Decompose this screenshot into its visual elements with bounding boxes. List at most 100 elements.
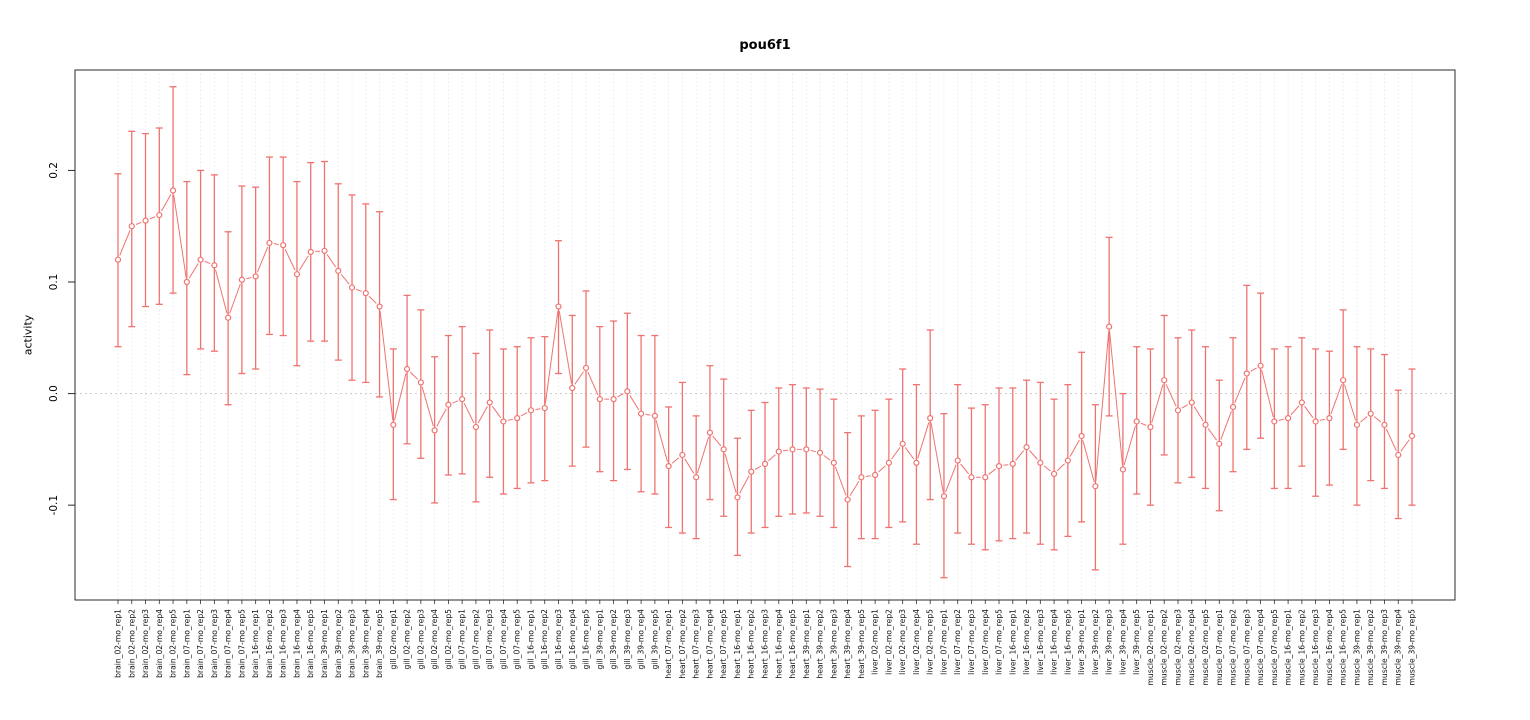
- svg-text:gill_16-mo_rep3: gill_16-mo_rep3: [554, 609, 563, 670]
- svg-text:gill_16-mo_rep2: gill_16-mo_rep2: [540, 609, 549, 670]
- svg-text:liver_16-mo_rep1: liver_16-mo_rep1: [1008, 609, 1017, 675]
- svg-text:liver_02-mo_rep1: liver_02-mo_rep1: [871, 609, 880, 675]
- svg-text:gill_07-mo_rep2: gill_07-mo_rep2: [471, 609, 480, 670]
- svg-text:heart_39-mo_rep1: heart_39-mo_rep1: [802, 609, 811, 679]
- svg-text:muscle_07-mo_rep5: muscle_07-mo_rep5: [1270, 609, 1279, 686]
- svg-text:heart_39-mo_rep4: heart_39-mo_rep4: [843, 609, 852, 679]
- svg-text:brain_39-mo_rep3: brain_39-mo_rep3: [348, 609, 357, 678]
- svg-text:muscle_16-mo_rep3: muscle_16-mo_rep3: [1311, 609, 1320, 686]
- svg-text:brain_39-mo_rep1: brain_39-mo_rep1: [320, 609, 329, 678]
- svg-text:muscle_16-mo_rep5: muscle_16-mo_rep5: [1339, 609, 1348, 686]
- svg-text:gill_16-mo_rep4: gill_16-mo_rep4: [568, 609, 577, 670]
- svg-text:heart_16-mo_rep1: heart_16-mo_rep1: [733, 609, 742, 679]
- svg-text:0.1: 0.1: [48, 274, 60, 291]
- svg-text:gill_39-mo_rep2: gill_39-mo_rep2: [609, 609, 618, 670]
- svg-text:gill_39-mo_rep3: gill_39-mo_rep3: [623, 609, 632, 670]
- svg-text:-0.1: -0.1: [48, 495, 60, 516]
- svg-text:muscle_02-mo_rep1: muscle_02-mo_rep1: [1146, 609, 1155, 686]
- svg-text:brain_07-mo_rep3: brain_07-mo_rep3: [210, 609, 219, 678]
- svg-text:gill_07-mo_rep3: gill_07-mo_rep3: [485, 609, 494, 670]
- svg-text:muscle_39-mo_rep4: muscle_39-mo_rep4: [1394, 609, 1403, 686]
- svg-text:gill_02-mo_rep4: gill_02-mo_rep4: [430, 609, 439, 670]
- svg-text:heart_07-mo_rep4: heart_07-mo_rep4: [705, 609, 714, 679]
- svg-text:muscle_02-mo_rep5: muscle_02-mo_rep5: [1201, 609, 1210, 686]
- svg-text:liver_02-mo_rep3: liver_02-mo_rep3: [898, 609, 907, 675]
- svg-text:gill_39-mo_rep5: gill_39-mo_rep5: [650, 609, 659, 670]
- svg-text:heart_07-mo_rep3: heart_07-mo_rep3: [692, 609, 701, 679]
- svg-text:muscle_07-mo_rep2: muscle_07-mo_rep2: [1229, 609, 1238, 686]
- svg-text:brain_39-mo_rep2: brain_39-mo_rep2: [334, 609, 343, 678]
- svg-text:muscle_07-mo_rep3: muscle_07-mo_rep3: [1242, 609, 1251, 686]
- svg-text:heart_39-mo_rep2: heart_39-mo_rep2: [816, 609, 825, 679]
- svg-text:liver_07-mo_rep2: liver_07-mo_rep2: [953, 609, 962, 675]
- svg-text:liver_07-mo_rep1: liver_07-mo_rep1: [939, 609, 948, 675]
- svg-text:heart_07-mo_rep5: heart_07-mo_rep5: [719, 609, 728, 679]
- svg-text:brain_07-mo_rep5: brain_07-mo_rep5: [237, 609, 246, 678]
- svg-text:0.2: 0.2: [48, 162, 60, 179]
- svg-text:heart_16-mo_rep4: heart_16-mo_rep4: [774, 609, 783, 679]
- svg-text:liver_16-mo_rep4: liver_16-mo_rep4: [1050, 609, 1059, 675]
- svg-text:brain_16-mo_rep4: brain_16-mo_rep4: [292, 609, 301, 678]
- svg-text:muscle_39-mo_rep3: muscle_39-mo_rep3: [1380, 609, 1389, 686]
- svg-text:liver_02-mo_rep2: liver_02-mo_rep2: [884, 609, 893, 675]
- svg-text:brain_07-mo_rep4: brain_07-mo_rep4: [224, 609, 233, 678]
- svg-text:gill_02-mo_rep2: gill_02-mo_rep2: [403, 609, 412, 670]
- svg-text:brain_02-mo_rep2: brain_02-mo_rep2: [127, 609, 136, 678]
- svg-text:liver_39-mo_rep2: liver_39-mo_rep2: [1091, 609, 1100, 675]
- svg-text:liver_39-mo_rep3: liver_39-mo_rep3: [1105, 609, 1114, 675]
- svg-text:liver_02-mo_rep4: liver_02-mo_rep4: [912, 609, 921, 675]
- svg-text:muscle_07-mo_rep1: muscle_07-mo_rep1: [1215, 609, 1224, 686]
- svg-text:liver_16-mo_rep3: liver_16-mo_rep3: [1036, 609, 1045, 675]
- svg-text:heart_16-mo_rep2: heart_16-mo_rep2: [747, 609, 756, 679]
- svg-text:0.0: 0.0: [48, 385, 60, 402]
- svg-text:heart_39-mo_rep3: heart_39-mo_rep3: [829, 609, 838, 679]
- svg-text:muscle_39-mo_rep1: muscle_39-mo_rep1: [1352, 609, 1361, 686]
- svg-text:gill_02-mo_rep3: gill_02-mo_rep3: [416, 609, 425, 670]
- svg-text:heart_16-mo_rep5: heart_16-mo_rep5: [788, 609, 797, 679]
- svg-text:heart_07-mo_rep2: heart_07-mo_rep2: [678, 609, 687, 679]
- svg-text:liver_07-mo_rep5: liver_07-mo_rep5: [995, 609, 1004, 675]
- svg-text:liver_07-mo_rep3: liver_07-mo_rep3: [967, 609, 976, 675]
- svg-text:liver_16-mo_rep2: liver_16-mo_rep2: [1022, 609, 1031, 675]
- svg-text:muscle_16-mo_rep1: muscle_16-mo_rep1: [1284, 609, 1293, 686]
- svg-text:brain_02-mo_rep1: brain_02-mo_rep1: [114, 609, 123, 678]
- svg-text:gill_39-mo_rep1: gill_39-mo_rep1: [595, 609, 604, 670]
- svg-text:muscle_07-mo_rep4: muscle_07-mo_rep4: [1256, 609, 1265, 686]
- svg-text:heart_16-mo_rep3: heart_16-mo_rep3: [761, 609, 770, 679]
- svg-text:muscle_39-mo_rep2: muscle_39-mo_rep2: [1366, 609, 1375, 686]
- svg-text:gill_02-mo_rep1: gill_02-mo_rep1: [389, 609, 398, 670]
- chart-title: pou6f1: [739, 38, 791, 53]
- svg-text:gill_16-mo_rep1: gill_16-mo_rep1: [526, 609, 535, 670]
- svg-text:liver_02-mo_rep5: liver_02-mo_rep5: [926, 609, 935, 675]
- svg-text:heart_07-mo_rep1: heart_07-mo_rep1: [664, 609, 673, 679]
- svg-text:gill_39-mo_rep4: gill_39-mo_rep4: [637, 609, 646, 670]
- svg-text:muscle_02-mo_rep3: muscle_02-mo_rep3: [1173, 609, 1182, 686]
- svg-text:liver_07-mo_rep4: liver_07-mo_rep4: [981, 609, 990, 675]
- svg-text:brain_39-mo_rep5: brain_39-mo_rep5: [375, 609, 384, 678]
- svg-text:gill_07-mo_rep4: gill_07-mo_rep4: [499, 609, 508, 670]
- svg-text:brain_02-mo_rep4: brain_02-mo_rep4: [155, 609, 164, 678]
- svg-text:brain_16-mo_rep3: brain_16-mo_rep3: [279, 609, 288, 678]
- svg-text:heart_39-mo_rep5: heart_39-mo_rep5: [857, 609, 866, 679]
- svg-text:liver_39-mo_rep5: liver_39-mo_rep5: [1132, 609, 1141, 675]
- svg-text:muscle_02-mo_rep2: muscle_02-mo_rep2: [1160, 609, 1169, 686]
- svg-text:gill_16-mo_rep5: gill_16-mo_rep5: [582, 609, 591, 670]
- svg-text:brain_16-mo_rep5: brain_16-mo_rep5: [306, 609, 315, 678]
- svg-text:muscle_16-mo_rep2: muscle_16-mo_rep2: [1297, 609, 1306, 686]
- svg-text:gill_07-mo_rep5: gill_07-mo_rep5: [513, 609, 522, 670]
- svg-text:brain_07-mo_rep1: brain_07-mo_rep1: [182, 609, 191, 678]
- svg-text:muscle_39-mo_rep5: muscle_39-mo_rep5: [1408, 609, 1417, 686]
- svg-text:liver_39-mo_rep4: liver_39-mo_rep4: [1118, 609, 1127, 675]
- svg-text:brain_39-mo_rep4: brain_39-mo_rep4: [361, 609, 370, 678]
- svg-text:brain_16-mo_rep2: brain_16-mo_rep2: [265, 609, 274, 678]
- svg-text:muscle_16-mo_rep4: muscle_16-mo_rep4: [1325, 609, 1334, 686]
- svg-text:gill_07-mo_rep1: gill_07-mo_rep1: [458, 609, 467, 670]
- svg-text:brain_02-mo_rep5: brain_02-mo_rep5: [169, 609, 178, 678]
- svg-text:muscle_02-mo_rep4: muscle_02-mo_rep4: [1187, 609, 1196, 686]
- svg-text:gill_02-mo_rep5: gill_02-mo_rep5: [444, 609, 453, 670]
- svg-text:liver_39-mo_rep1: liver_39-mo_rep1: [1077, 609, 1086, 675]
- svg-text:brain_16-mo_rep1: brain_16-mo_rep1: [251, 609, 260, 678]
- svg-text:liver_16-mo_rep5: liver_16-mo_rep5: [1063, 609, 1072, 675]
